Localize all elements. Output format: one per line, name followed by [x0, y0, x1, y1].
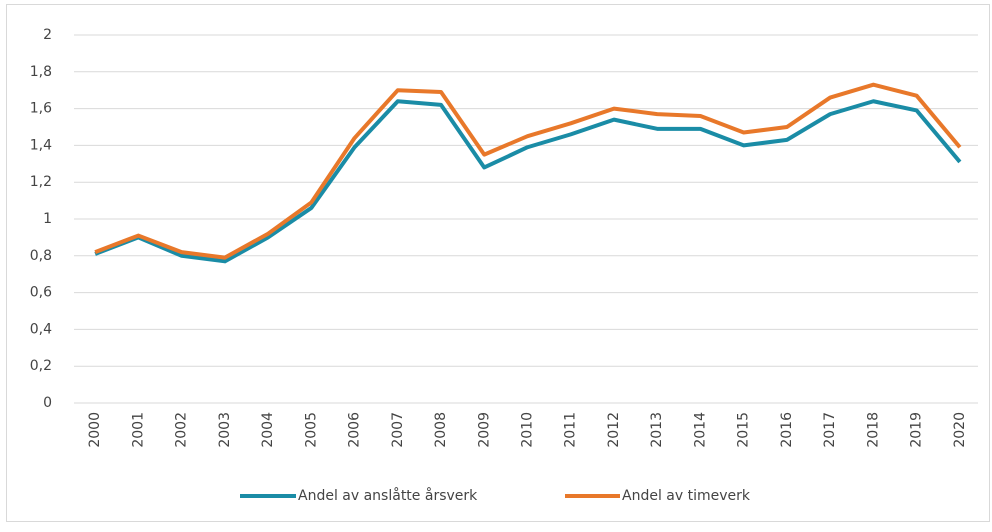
y-tick-label: 0,4	[30, 321, 52, 337]
x-tick-label: 2006	[347, 412, 363, 448]
y-tick-label: 0,2	[30, 358, 52, 374]
y-tick-label: 1,8	[30, 64, 52, 80]
x-tick-label: 2011	[563, 412, 579, 448]
y-tick-label: 0,6	[30, 285, 52, 301]
x-tick-label: 2002	[174, 412, 190, 448]
x-tick-label: 2010	[520, 412, 536, 448]
y-tick-label: 1,4	[30, 137, 52, 153]
x-tick-label: 2003	[217, 412, 233, 448]
y-tick-label: 1,2	[30, 174, 52, 190]
x-tick-label: 2014	[692, 412, 708, 448]
x-tick-label: 2018	[865, 412, 881, 448]
legend-label: Andel av timeverk	[622, 488, 751, 504]
x-tick-label: 2016	[779, 412, 795, 448]
y-tick-label: 1,6	[30, 101, 52, 117]
x-tick-label: 2020	[952, 412, 968, 448]
legend-label: Andel av anslåtte årsverk	[298, 487, 478, 504]
x-tick-label: 2008	[433, 412, 449, 448]
line-series	[94, 82, 962, 260]
x-tick-label: 2019	[909, 412, 925, 448]
y-tick-label: 0,8	[30, 248, 52, 264]
x-tick-label: 2004	[260, 412, 276, 448]
x-tick-label: 2015	[736, 412, 752, 448]
x-tick-label: 2009	[476, 412, 492, 448]
x-tick-label: 2017	[822, 412, 838, 448]
x-tick-label: 2013	[649, 412, 665, 448]
y-tick-label: 0	[43, 395, 52, 411]
x-tick-label: 2007	[390, 412, 406, 448]
chart-border	[6, 4, 990, 522]
y-tick-label: 1	[43, 211, 52, 227]
y-tick-label: 2	[43, 27, 52, 43]
x-tick-label: 2012	[606, 412, 622, 448]
x-tick-label: 2005	[303, 412, 319, 448]
x-tick-label: 2000	[87, 412, 103, 448]
line-series	[94, 99, 962, 264]
x-tick-label: 2001	[130, 412, 146, 448]
